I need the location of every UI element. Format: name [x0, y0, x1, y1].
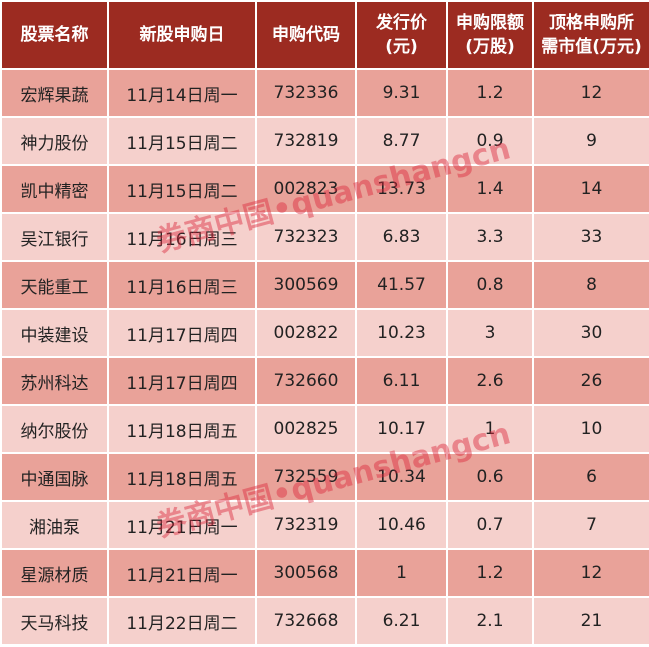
table-cell: 732323 [255, 212, 357, 262]
table-row: 凯中精密 11月15日周二 002823 13.73 1.4 14 [0, 164, 649, 214]
table-cell: 732668 [255, 596, 357, 646]
table-cell: 神力股份 [0, 116, 109, 166]
table-cell: 星源材质 [0, 548, 109, 598]
table-cell: 11月16日周三 [107, 212, 257, 262]
table-cell: 9 [532, 116, 649, 166]
table-cell: 30 [532, 308, 649, 358]
table-cell: 2.6 [446, 356, 534, 406]
table-cell: 11月18日周五 [107, 404, 257, 454]
table-cell: 0.9 [446, 116, 534, 166]
table-cell: 11月15日周二 [107, 164, 257, 214]
table-cell: 8.77 [355, 116, 448, 166]
table-cell: 13.73 [355, 164, 448, 214]
table-cell: 中装建设 [0, 308, 109, 358]
table-cell: 33 [532, 212, 649, 262]
table-cell: 3 [446, 308, 534, 358]
table-cell: 7 [532, 500, 649, 550]
table-cell: 21 [532, 596, 649, 646]
table-cell: 0.6 [446, 452, 534, 502]
table-cell: 12 [532, 548, 649, 598]
table-row: 苏州科达 11月17日周四 732660 6.11 2.6 26 [0, 356, 649, 406]
table-row: 天马科技 11月22日周二 732668 6.21 2.1 21 [0, 596, 649, 646]
table-cell: 11月18日周五 [107, 452, 257, 502]
table-cell: 11月17日周四 [107, 308, 257, 358]
column-header: 发行价 (元) [355, 0, 448, 70]
table-cell: 0.7 [446, 500, 534, 550]
table-cell: 湘油泵 [0, 500, 109, 550]
table-cell: 41.57 [355, 260, 448, 310]
table-cell: 11月15日周二 [107, 116, 257, 166]
table-cell: 300569 [255, 260, 357, 310]
table-cell: 14 [532, 164, 649, 214]
table-cell: 10.23 [355, 308, 448, 358]
table-cell: 11月14日周一 [107, 68, 257, 118]
column-header: 新股申购日 [107, 0, 257, 70]
table-row: 中通国脉 11月18日周五 732559 10.34 0.6 6 [0, 452, 649, 502]
table-cell: 凯中精密 [0, 164, 109, 214]
column-header: 申购限额 (万股) [446, 0, 534, 70]
table-row: 天能重工 11月16日周三 300569 41.57 0.8 8 [0, 260, 649, 310]
table-cell: 11月22日周二 [107, 596, 257, 646]
column-header: 股票名称 [0, 0, 109, 70]
table-cell: 中通国脉 [0, 452, 109, 502]
table-cell: 732336 [255, 68, 357, 118]
table-cell: 12 [532, 68, 649, 118]
table-cell: 26 [532, 356, 649, 406]
table-cell: 天马科技 [0, 596, 109, 646]
table-cell: 732559 [255, 452, 357, 502]
table-cell: 宏辉果蔬 [0, 68, 109, 118]
table-cell: 6.83 [355, 212, 448, 262]
column-header: 顶格申购所 需市值(万元) [532, 0, 649, 70]
table-header-row: 股票名称 新股申购日 申购代码 发行价 (元) 申购限额 (万股) 顶格申购所 需市值(万元) [0, 0, 649, 70]
table-cell: 6.11 [355, 356, 448, 406]
table-cell: 002822 [255, 308, 357, 358]
table-cell: 1 [446, 404, 534, 454]
table-cell: 1.4 [446, 164, 534, 214]
table-row: 湘油泵 11月21日周一 732319 10.46 0.7 7 [0, 500, 649, 550]
table-cell: 10 [532, 404, 649, 454]
column-header: 申购代码 [255, 0, 357, 70]
table-cell: 11月21日周一 [107, 500, 257, 550]
table-cell: 732319 [255, 500, 357, 550]
table-row: 星源材质 11月21日周一 300568 1 1.2 12 [0, 548, 649, 598]
table-cell: 732819 [255, 116, 357, 166]
table-cell: 0.8 [446, 260, 534, 310]
table-cell: 732660 [255, 356, 357, 406]
table-row: 纳尔股份 11月18日周五 002825 10.17 1 10 [0, 404, 649, 454]
table-cell: 6 [532, 452, 649, 502]
table-row: 宏辉果蔬 11月14日周一 732336 9.31 1.2 12 [0, 68, 649, 118]
table-cell: 1.2 [446, 68, 534, 118]
table-cell: 300568 [255, 548, 357, 598]
table-cell: 1.2 [446, 548, 534, 598]
table-cell: 002825 [255, 404, 357, 454]
table-row: 吴江银行 11月16日周三 732323 6.83 3.3 33 [0, 212, 649, 262]
table-cell: 002823 [255, 164, 357, 214]
table-cell: 10.34 [355, 452, 448, 502]
table-cell: 11月21日周一 [107, 548, 257, 598]
table-cell: 1 [355, 548, 448, 598]
table-cell: 11月16日周三 [107, 260, 257, 310]
table-cell: 苏州科达 [0, 356, 109, 406]
table-cell: 10.17 [355, 404, 448, 454]
table-row: 神力股份 11月15日周二 732819 8.77 0.9 9 [0, 116, 649, 166]
table-cell: 8 [532, 260, 649, 310]
table-cell: 11月17日周四 [107, 356, 257, 406]
table-cell: 吴江银行 [0, 212, 109, 262]
table-cell: 6.21 [355, 596, 448, 646]
table-cell: 2.1 [446, 596, 534, 646]
table-cell: 9.31 [355, 68, 448, 118]
table-row: 中装建设 11月17日周四 002822 10.23 3 30 [0, 308, 649, 358]
table-cell: 10.46 [355, 500, 448, 550]
table-cell: 天能重工 [0, 260, 109, 310]
table-cell: 纳尔股份 [0, 404, 109, 454]
table-cell: 3.3 [446, 212, 534, 262]
